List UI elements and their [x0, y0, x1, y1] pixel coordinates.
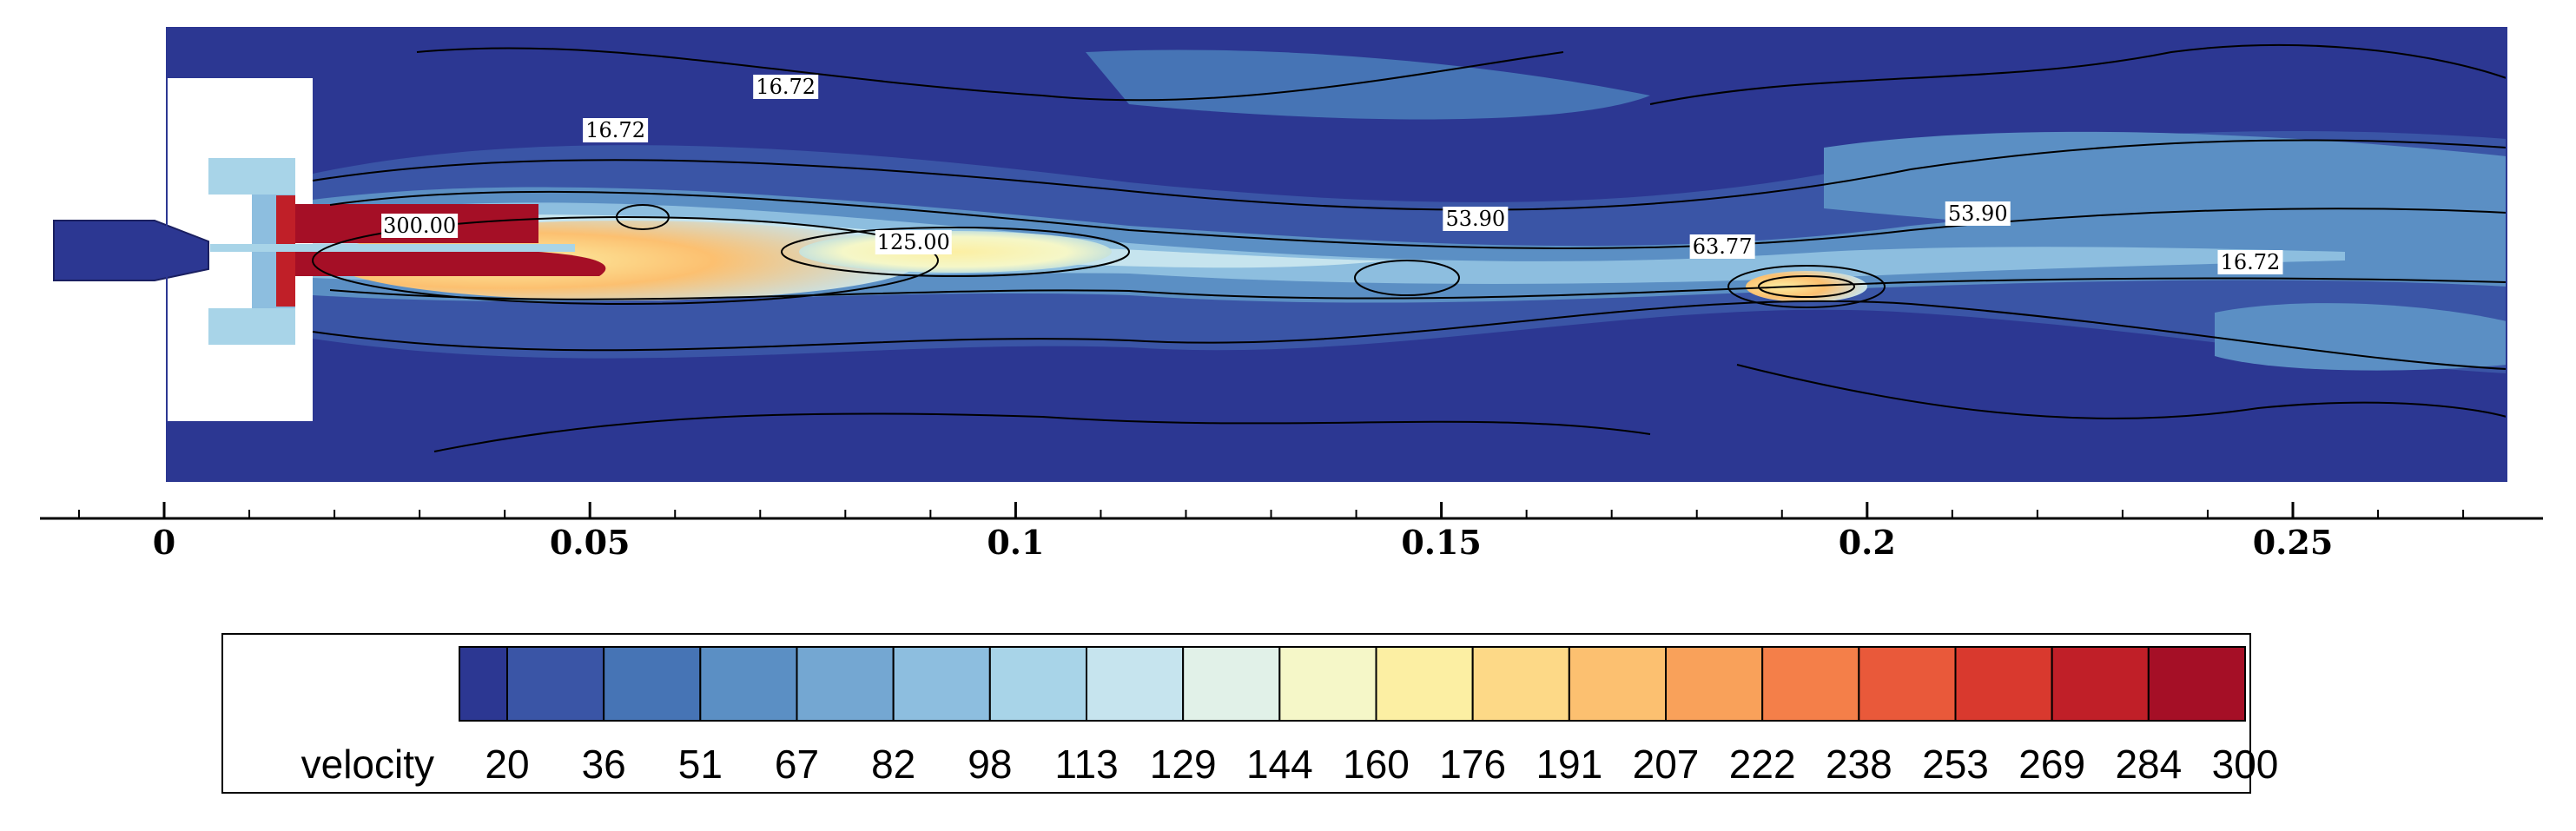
colorbar-swatch [796, 646, 895, 722]
contour-label-background [2217, 250, 2283, 274]
colorbar-swatch [2051, 646, 2150, 722]
colorbar-level-label: 36 [582, 742, 626, 787]
colorbar-swatch [603, 646, 702, 722]
colorbar-swatch [2147, 646, 2246, 722]
contour-label-layer: 16.72 16.72 300.00 125.00 53.90 63.77 53.90 16.… [381, 75, 2283, 274]
colorbar-swatch [1278, 646, 1377, 722]
x-tick-label: 0.25 [2253, 523, 2334, 562]
colorbar-level-label: 67 [775, 742, 819, 787]
contour-label-background [1945, 201, 2011, 226]
colorbar-level-label: 129 [1150, 742, 1217, 787]
contour-label-background [875, 230, 952, 254]
contour-value-label: 300.00 [383, 214, 456, 238]
jet-sheet-lower [278, 252, 606, 276]
colorbar-level-label: 253 [1922, 742, 1989, 787]
contour-value-label: 125.00 [877, 230, 950, 254]
colorbar-level-label: 269 [2018, 742, 2085, 787]
colorbar-swatch [1568, 646, 1668, 722]
colorbar-swatch [1858, 646, 1957, 722]
contour-label-background [583, 118, 649, 142]
coflow-slot-lower [208, 308, 295, 345]
colorbar-level-label: 207 [1633, 742, 1700, 787]
colorbar-level-label: 222 [1729, 742, 1796, 787]
colorbar-swatch [699, 646, 798, 722]
colorbar-swatch [1471, 646, 1570, 722]
contour-value-label: 16.72 [756, 75, 816, 99]
x-tick-label: 0.15 [1401, 523, 1482, 562]
core-mid-zone [799, 231, 1112, 273]
colorbar-swatch [1375, 646, 1474, 722]
colorbar-swatch [1954, 646, 2053, 722]
colorbar-level-label: 191 [1536, 742, 1602, 787]
coflow-slot-upper [208, 158, 295, 195]
x-major-ticks: 0 0.05 0.1 0.15 0.2 0.25 [153, 502, 2334, 562]
contour-value-label: 53.90 [1445, 207, 1505, 231]
contour-value-label: 53.90 [1948, 201, 2008, 226]
band-right-lower-blob [2215, 303, 2507, 371]
colorbar-level-label: 284 [2115, 742, 2182, 787]
colorbar-level-labels: 20 36 51 67 82 98 113 129 144 160 176 191 207 222 238 2… [485, 742, 2278, 787]
x-minor-ticks [77, 510, 2465, 518]
colorbar-level-label: 300 [2212, 742, 2279, 787]
colorbar-swatch [459, 646, 508, 722]
colorbar-title: velocity [301, 742, 434, 787]
colorbar-swatch [988, 646, 1088, 722]
colorbar-level-label: 238 [1826, 742, 1892, 787]
contour-label-background [1689, 234, 1755, 259]
colorbar-level-label: 113 [1054, 742, 1118, 787]
colorbar-legend: velocity 20 36 51 67 82 98 113 129 144 160 176 191 2… [221, 633, 2278, 794]
colorbar-swatch [1665, 646, 1764, 722]
domain-border [166, 27, 2507, 482]
colorbar-swatch [892, 646, 991, 722]
contour-label-background [1443, 207, 1509, 231]
contour-label-background [381, 214, 459, 238]
x-tick-label: 0 [153, 523, 175, 562]
x-tick-label: 0.05 [550, 523, 631, 562]
contour-plot-area: 16.72 16.72 300.00 125.00 53.90 63.77 53.90 16.… [53, 27, 2507, 482]
jet-center-gap [210, 244, 575, 252]
x-axis: 0 0.05 0.1 0.15 0.2 0.25 [40, 502, 2543, 562]
colorbar-swatch [1182, 646, 1281, 722]
contour-value-label: 16.72 [2221, 250, 2281, 274]
x-tick-label: 0.1 [987, 523, 1044, 562]
x-tick-label: 0.2 [1839, 523, 1896, 562]
colorbar-level-label: 144 [1246, 742, 1313, 787]
contour-label-background [753, 75, 819, 99]
colorbar-level-label: 82 [871, 742, 915, 787]
colorbar-level-label: 160 [1343, 742, 1410, 787]
colorbar-level-label: 98 [968, 742, 1012, 787]
contour-lines [312, 43, 2507, 452]
band-upper-blob [1086, 49, 1650, 120]
colorbar-swatch [1761, 646, 1860, 722]
colorbar-swatch [1086, 646, 1185, 722]
colorbar-swatches [459, 646, 2246, 722]
contour-value-label: 16.72 [585, 118, 645, 142]
colorbar-swatch [506, 646, 605, 722]
colorbar-level-label: 176 [1439, 742, 1506, 787]
contour-value-label: 63.77 [1693, 234, 1753, 259]
colorbar-level-label: 20 [485, 742, 529, 787]
colorbar-level-label: 51 [678, 742, 723, 787]
inlet-nozzle [53, 220, 209, 281]
